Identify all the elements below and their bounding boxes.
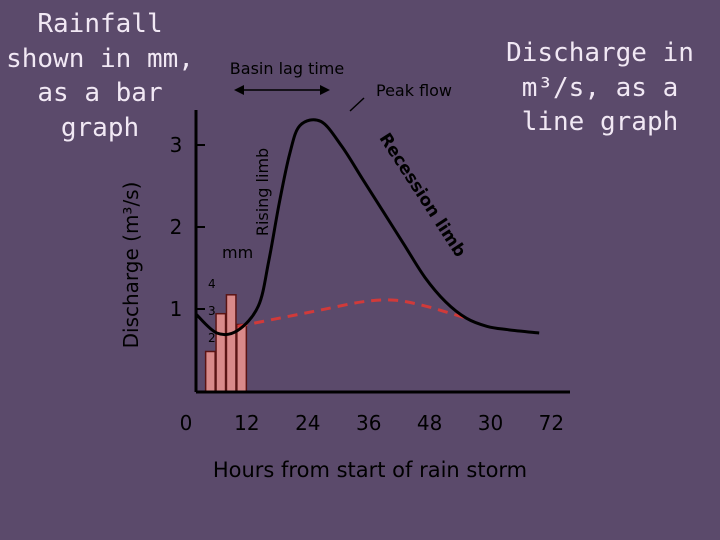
recession-limb-label: Recession limb (375, 130, 470, 261)
discharge-note: Discharge in m³/s, as a line graph (506, 38, 694, 137)
discharge-line (194, 118, 540, 337)
rain-tick-label-0: 2 (208, 331, 216, 345)
rainfall-note-line-1: Rainfall (37, 9, 162, 39)
x-tick-label-6: 72 (539, 411, 564, 435)
x-tick-label-0: 0 (180, 411, 193, 435)
rainfall-note-line-4: graph (61, 113, 139, 143)
rainfall-note: Rainfall shown in mm, as a bar graph (6, 9, 194, 143)
y-axis-label: Discharge (m³/s) (119, 182, 143, 349)
x-tick-label-3: 36 (356, 411, 381, 435)
y-tick-label-1: 2 (170, 215, 183, 239)
x-tick-label-4: 48 (417, 411, 442, 435)
discharge-note-line-3: line graph (522, 107, 679, 137)
rain-bar-2 (225, 294, 237, 393)
x-axis-ticks: 0 12 24 36 48 30 72 (180, 411, 564, 435)
rain-axis-label: mm (222, 243, 253, 262)
rain-bar-0 (204, 350, 216, 393)
basin-lag-label: Basin lag time (230, 59, 344, 78)
x-tick-label-1: 12 (234, 411, 259, 435)
discharge-note-line-2: m³/s, as a (522, 73, 679, 103)
rain-bar-1 (215, 312, 227, 393)
basin-lag-arrow (234, 85, 330, 95)
rising-limb-label: Rising limb (253, 148, 272, 236)
rain-tick-label-2: 4 (208, 277, 216, 291)
rainfall-note-line-3: as a bar (37, 78, 162, 108)
y-tick-label-2: 3 (170, 133, 183, 157)
baseflow-line (237, 298, 467, 328)
discharge-note-line-1: Discharge in (506, 38, 694, 68)
x-tick-label-5: 30 (478, 411, 503, 435)
rain-tick-label-1: 3 (208, 304, 216, 318)
y-tick-label-0: 1 (170, 297, 183, 321)
rain-bar-3 (236, 323, 248, 393)
y-axis-ticks: 1 2 3 (170, 133, 205, 321)
rainfall-note-line-2: shown in mm, (6, 44, 194, 74)
rain-axis: 2 3 4 (208, 277, 216, 345)
peak-flow-label: Peak flow (376, 81, 452, 100)
x-axis-label: Hours from start of rain storm (213, 458, 527, 482)
x-tick-label-2: 24 (295, 411, 320, 435)
peak-flow-pointer (349, 97, 365, 112)
